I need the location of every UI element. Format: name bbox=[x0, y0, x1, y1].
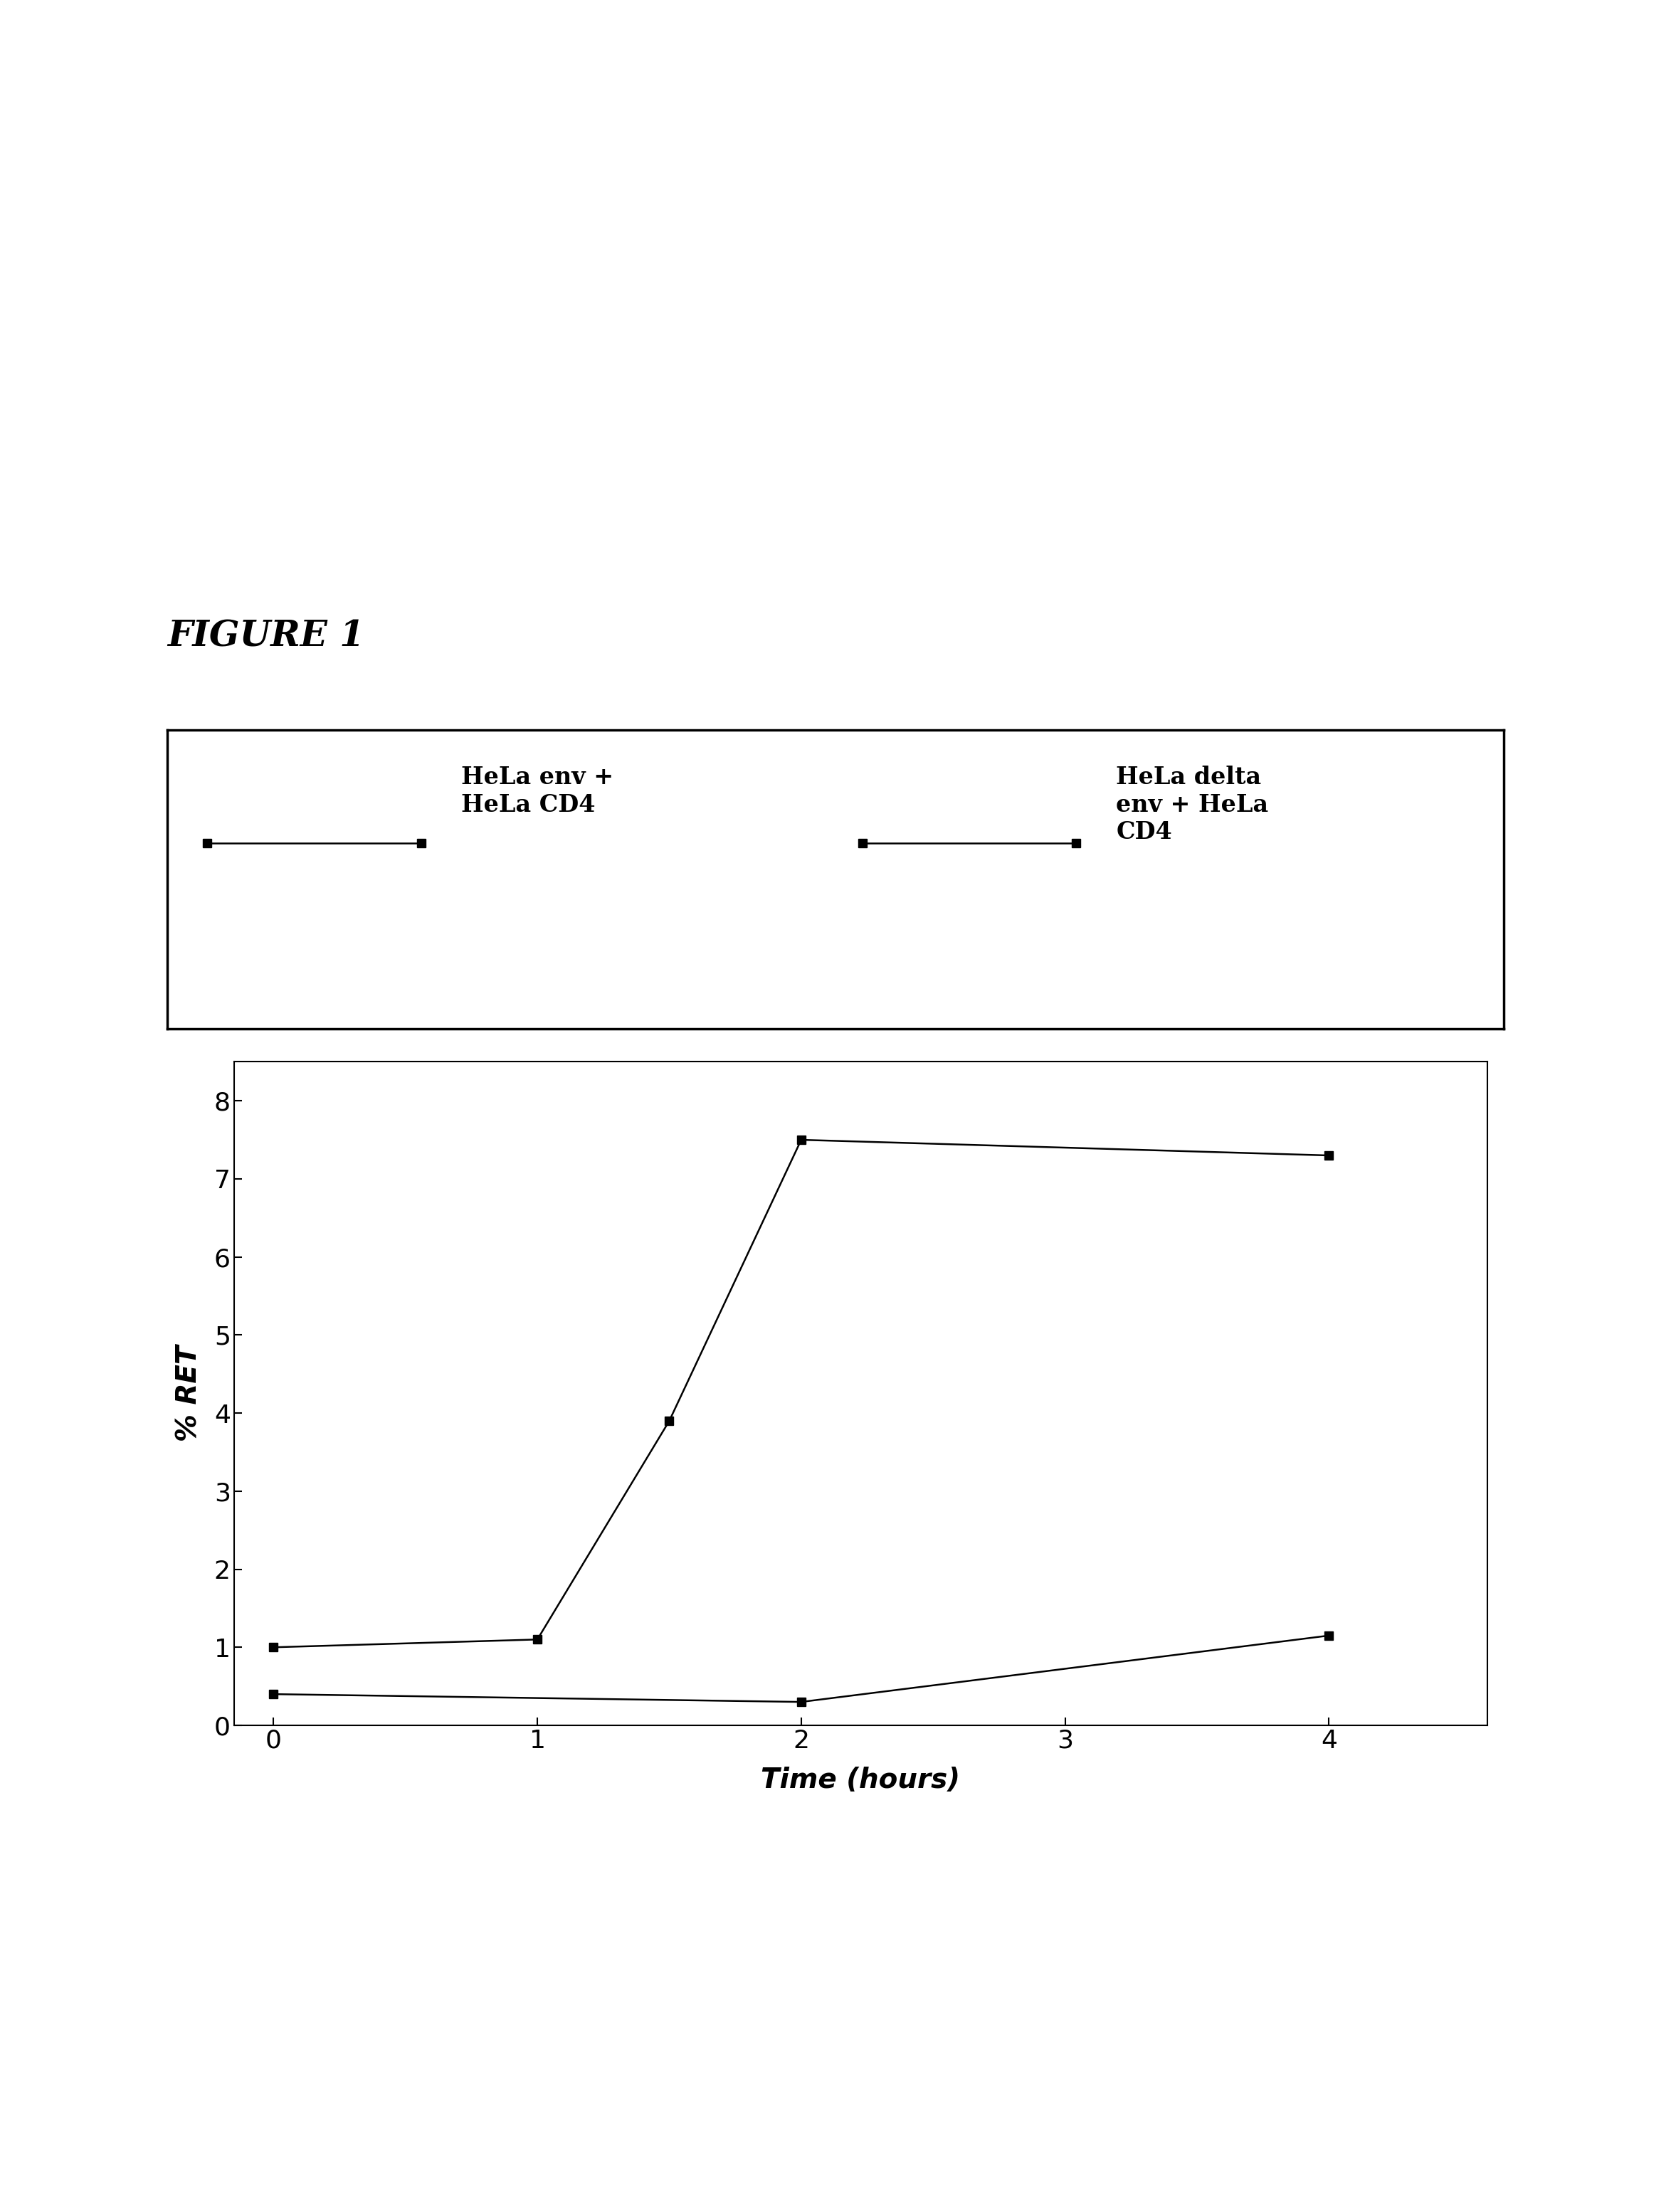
Line: HeLa env +
HeLa CD4: HeLa env + HeLa CD4 bbox=[269, 1135, 1333, 1652]
HeLa delta
env + HeLa
CD4 bbox=[264, 1681, 284, 1708]
Line: HeLa delta
env + HeLa
CD4: HeLa delta env + HeLa CD4 bbox=[269, 1630, 1333, 1705]
Text: FIGURE 1: FIGURE 1 bbox=[167, 619, 364, 655]
HeLa delta
env + HeLa
CD4 bbox=[790, 1688, 810, 1714]
X-axis label: Time (hours): Time (hours) bbox=[760, 1767, 961, 1794]
HeLa delta
env + HeLa
CD4 bbox=[1318, 1621, 1338, 1648]
Text: HeLa env +
HeLa CD4: HeLa env + HeLa CD4 bbox=[461, 765, 613, 816]
HeLa env +
HeLa CD4 bbox=[1318, 1141, 1338, 1168]
HeLa env +
HeLa CD4 bbox=[528, 1626, 548, 1652]
Y-axis label: % RET: % RET bbox=[175, 1345, 202, 1442]
HeLa env +
HeLa CD4 bbox=[790, 1126, 810, 1152]
HeLa env +
HeLa CD4 bbox=[264, 1635, 284, 1661]
HeLa env +
HeLa CD4 bbox=[660, 1407, 680, 1433]
Text: HeLa delta
env + HeLa
CD4: HeLa delta env + HeLa CD4 bbox=[1116, 765, 1268, 843]
